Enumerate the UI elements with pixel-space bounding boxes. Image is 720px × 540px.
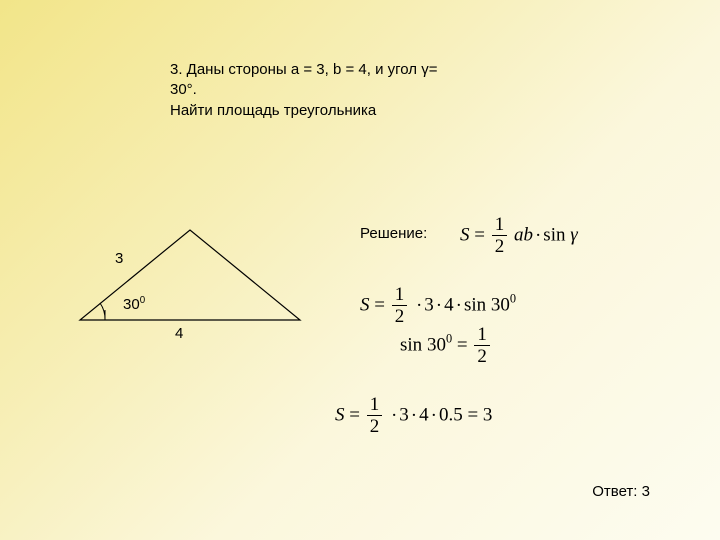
problem-line1: 3. Даны стороны a = 3, b = 4, и угол γ= — [170, 61, 437, 78]
triangle-side-a-label: 3 — [115, 250, 123, 267]
triangle-angle-label: 300 — [123, 295, 145, 313]
angle-arc — [100, 303, 105, 320]
formula-sin-value: sin 300 = 12 — [400, 325, 492, 366]
formula-area-general: S = 12 ab·sin γ — [460, 215, 578, 256]
problem-statement: 3. Даны стороны a = 3, b = 4, и угол γ= … — [170, 60, 510, 121]
answer-value: 3 — [642, 483, 650, 500]
triangle-figure: 3 300 4 — [60, 210, 320, 345]
triangle-svg — [60, 210, 320, 340]
problem-line3: Найти площадь треугольника — [170, 102, 376, 119]
triangle-side-b-label: 4 — [175, 325, 183, 342]
solution-label: Решение: — [360, 225, 427, 242]
triangle-shape — [80, 230, 300, 320]
answer-label: Ответ: — [592, 483, 637, 500]
formula-area-result: S = 12 ·3·4·0.5 = 3 — [335, 395, 492, 436]
problem-line2: 30°. — [170, 81, 197, 98]
answer: Ответ: 3 — [592, 483, 650, 500]
formula-area-substituted: S = 12 ·3·4·sin 300 — [360, 285, 516, 326]
